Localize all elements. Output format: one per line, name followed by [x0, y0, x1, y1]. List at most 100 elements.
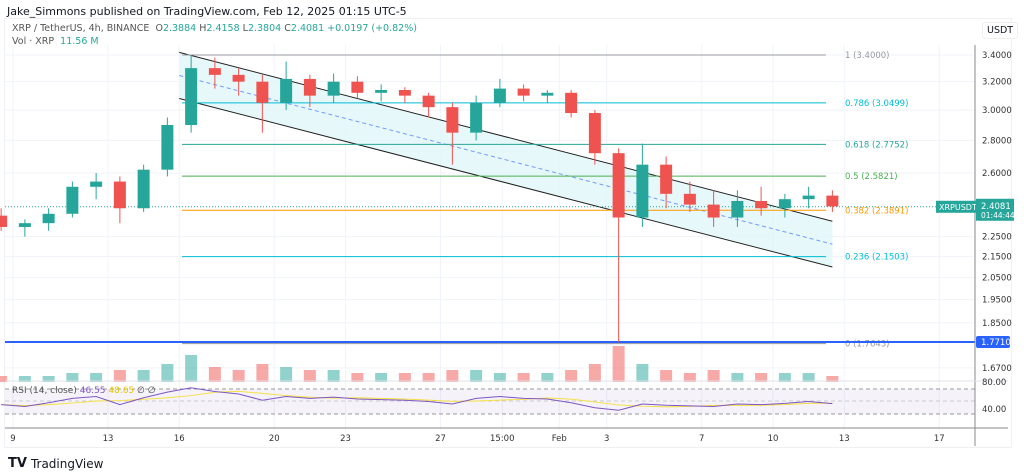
last-price-badge: [976, 198, 1014, 221]
volume-bar: [113, 370, 126, 382]
symbol-badge: [936, 200, 976, 213]
currency-unit-button[interactable]: USDT: [982, 22, 1019, 39]
volume-bar: [683, 373, 696, 382]
candle-body: [375, 90, 388, 93]
volume-bar: [185, 355, 198, 382]
time-tick-label: 27: [435, 434, 446, 444]
candle-body: [493, 88, 506, 103]
price-tick-label: 1.6700: [982, 364, 1012, 374]
volume-bar: [446, 370, 459, 382]
candle-body: [636, 164, 649, 218]
volume-bar: [826, 376, 839, 382]
publisher-line: Jake_Simmons published on TradingView.co…: [7, 5, 407, 18]
candle-body: [731, 200, 744, 218]
price-tick-label: 2.2500: [982, 233, 1012, 243]
price-tick-label: 2.1500: [982, 253, 1012, 263]
price-tick-label: 2.6000: [982, 169, 1012, 179]
volume-bar: [42, 376, 55, 382]
volume-bar: [256, 364, 269, 382]
rsi-legend: RSI (14, close) 46.55 48.65 ∅ ∅: [12, 386, 156, 396]
high-label: H: [199, 23, 207, 34]
open-label: O: [155, 23, 163, 34]
fib-level-label: 0.236 (2.1503): [845, 253, 908, 263]
volume-bar: [565, 370, 578, 382]
candle-body: [683, 193, 696, 205]
price-tick-label: 2.0500: [982, 274, 1012, 284]
candle-body: [280, 78, 293, 103]
fib-level-label: 0.786 (3.0499): [845, 99, 908, 109]
countdown-label: 01:44:44: [981, 211, 1015, 220]
rsi-tick-label: 40.00: [982, 405, 1006, 415]
fib-level-label: 0 (1.7643): [845, 340, 889, 350]
time-tick-label: 23: [340, 434, 351, 444]
change-value: +0.0197 (+0.82%): [327, 23, 417, 34]
volume-bar: [517, 373, 530, 382]
volume-bar: [541, 373, 554, 382]
volume-bar: [66, 373, 79, 382]
time-tick-label: Feb: [552, 434, 567, 444]
volume-bar: [778, 373, 791, 382]
candle-body: [422, 95, 435, 108]
candle-body: [565, 92, 578, 114]
time-tick-label: 15:00: [490, 434, 515, 444]
candle-body: [446, 107, 459, 133]
volume-bar: [161, 364, 174, 382]
price-tick-label: 3.4000: [982, 51, 1012, 61]
volume-bar: [755, 373, 768, 382]
volume-bar: [0, 376, 8, 382]
tv-logo-icon: TV: [8, 456, 27, 471]
rsi-value: 46.55: [79, 386, 106, 396]
candle-body: [517, 88, 530, 96]
rsi-line: [1, 387, 833, 411]
rsi-na-2: ∅: [147, 386, 156, 396]
volume-bar: [351, 373, 364, 382]
volume-bar: [18, 376, 31, 382]
candle-body: [208, 68, 221, 75]
candle-body: [161, 124, 174, 170]
volume-bar: [493, 373, 506, 382]
rsi-na-1: ∅: [137, 386, 145, 396]
volume-bar: [137, 370, 150, 382]
volume-bar: [470, 370, 483, 382]
volume-bar: [707, 370, 720, 382]
candle-body: [0, 215, 8, 227]
volume-label: Vol · XRP: [12, 36, 55, 47]
candle-body: [660, 164, 673, 194]
fib-level-label: 0.618 (2.7752): [845, 140, 908, 150]
time-tick-label: 20: [269, 434, 280, 444]
candle-body: [612, 153, 625, 218]
chart-frame: [4, 18, 1012, 448]
candle-body: [755, 200, 768, 209]
price-tick-label: 1.8500: [982, 319, 1012, 329]
time-tick-label: 10: [768, 434, 779, 444]
volume-bar: [375, 373, 388, 382]
hline-badge: [976, 335, 1010, 348]
last-price-label: 2.4081: [981, 202, 1011, 212]
channel-upper-line: [179, 51, 833, 222]
price-tick-label: 3.0000: [982, 106, 1012, 116]
candle-body: [351, 81, 364, 93]
time-tick-label: 7: [699, 434, 704, 444]
symbol-legend: XRP / TetherUS, 4h, BINANCE O2.3884 H2.4…: [12, 23, 417, 34]
brand-name: TradingView: [30, 456, 104, 471]
candle-body: [90, 181, 103, 187]
symbol-name: XRP / TetherUS, 4h, BINANCE: [12, 23, 150, 34]
price-tick-label: 2.8000: [982, 136, 1012, 146]
price-tick-label: 3.2000: [982, 78, 1012, 88]
volume-bar: [280, 367, 293, 382]
candle-body: [588, 113, 601, 154]
rsi-tick-label: 80.00: [982, 378, 1006, 388]
close-label: C: [284, 23, 291, 34]
volume-bar: [660, 370, 673, 382]
volume-value: 11.56 M: [60, 36, 99, 47]
hline-badge-label: 1.7710: [981, 338, 1011, 348]
volume-bar: [303, 370, 316, 382]
fib-level-label: 0.5 (2.5821): [845, 172, 898, 182]
rsi-label: RSI (14, close): [12, 386, 77, 396]
tradingview-logo[interactable]: TV TradingView: [8, 456, 103, 471]
candle-body: [66, 186, 79, 214]
time-tick-label: 17: [934, 434, 945, 444]
volume-bar: [612, 346, 625, 382]
candle-body: [802, 195, 815, 200]
